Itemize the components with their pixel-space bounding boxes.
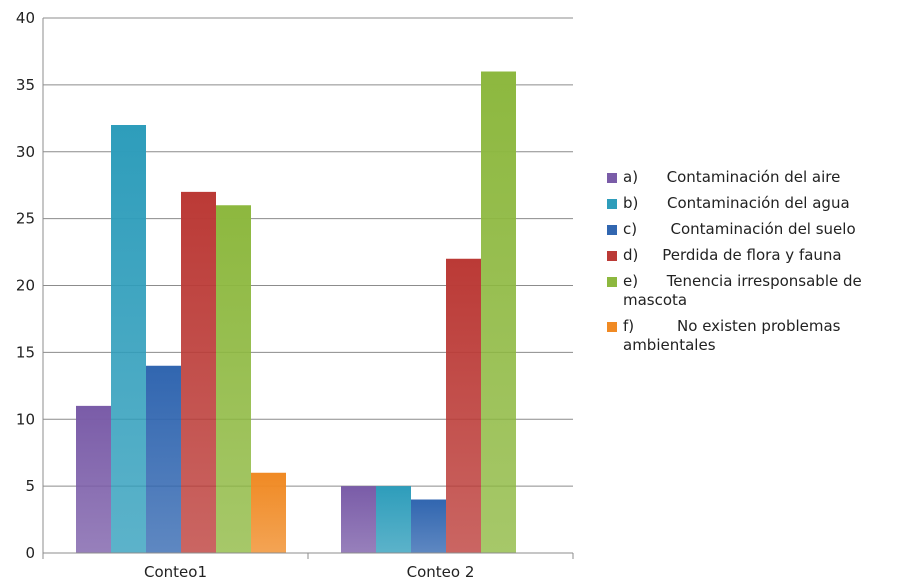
- bar: [146, 365, 181, 553]
- y-tick-labels: 0 5 10 15 20 25 30 35 40: [16, 9, 35, 562]
- legend-label: a) Contaminación del aire: [623, 168, 841, 186]
- legend-swatch: [607, 251, 617, 261]
- bar: [411, 499, 446, 553]
- x-tick-label: Conteo 2: [407, 563, 475, 581]
- x-tick-label: Conteo1: [144, 563, 207, 581]
- y-tick-label: 5: [25, 477, 35, 495]
- bar: [341, 486, 376, 553]
- legend-label: e) Tenencia irresponsable de mascota: [623, 272, 867, 309]
- x-tick-labels: Conteo1 Conteo 2: [144, 563, 474, 581]
- legend-item: f) No existen problemas ambientales: [607, 317, 902, 355]
- legend-swatch: [607, 173, 617, 183]
- y-tick-label: 15: [16, 343, 35, 361]
- legend-swatch: [607, 199, 617, 209]
- y-tick-label: 10: [16, 410, 35, 428]
- axes: [42, 18, 574, 559]
- bar: [111, 125, 146, 553]
- y-tick-label: 20: [16, 277, 35, 295]
- legend: a) Contaminación del aire b) Contaminació…: [607, 168, 902, 362]
- legend-label: b) Contaminación del agua: [623, 194, 850, 212]
- y-tick-label: 25: [16, 210, 35, 228]
- legend-swatch: [607, 322, 617, 332]
- y-tick-label: 40: [16, 9, 35, 27]
- bar: [216, 205, 251, 553]
- bar: [181, 191, 216, 553]
- legend-item: e) Tenencia irresponsable de mascota: [607, 272, 902, 310]
- bar: [481, 71, 516, 553]
- bar: [251, 472, 286, 553]
- y-tick-label: 0: [25, 544, 35, 562]
- legend-item: b) Contaminación del agua: [607, 194, 902, 213]
- legend-swatch: [607, 225, 617, 235]
- bar: [76, 405, 111, 553]
- legend-item: c) Contaminación del suelo: [607, 220, 902, 239]
- legend-label: c) Contaminación del suelo: [623, 220, 856, 238]
- legend-item: a) Contaminación del aire: [607, 168, 902, 187]
- y-tick-label: 30: [16, 143, 35, 161]
- legend-swatch: [607, 277, 617, 287]
- bar: [376, 486, 411, 553]
- y-tick-label: 35: [16, 76, 35, 94]
- legend-item: d) Perdida de flora y fauna: [607, 246, 902, 265]
- legend-label: f) No existen problemas ambientales: [623, 317, 846, 354]
- bar: [446, 258, 481, 553]
- legend-label: d) Perdida de flora y fauna: [623, 246, 842, 264]
- bars: [76, 71, 516, 553]
